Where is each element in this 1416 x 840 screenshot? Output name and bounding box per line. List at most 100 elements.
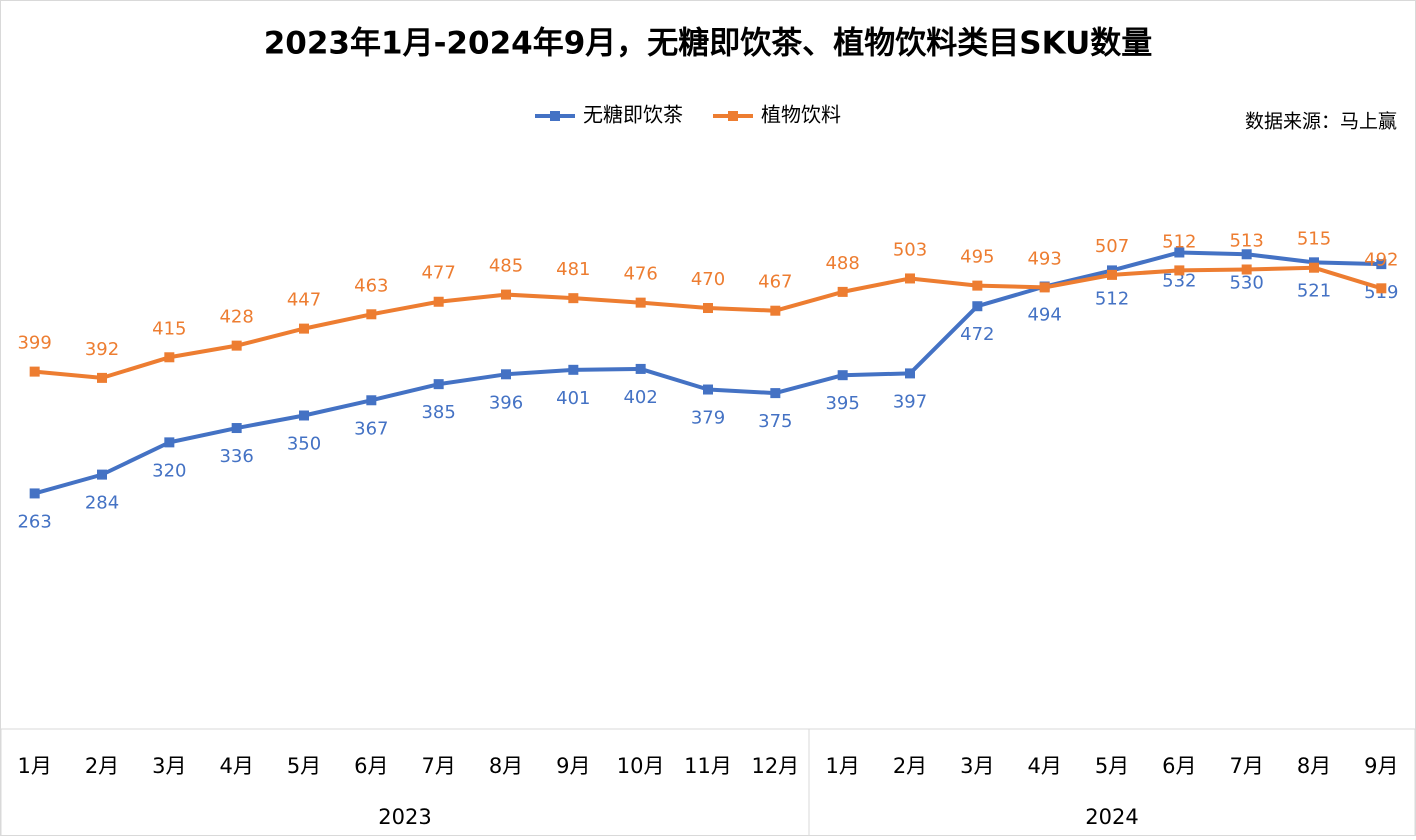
- marker: [972, 301, 983, 312]
- marker: [905, 368, 915, 379]
- marker: [501, 369, 511, 380]
- marker: [433, 296, 444, 307]
- marker: [568, 293, 579, 304]
- data-label: 472: [960, 324, 994, 345]
- marker: [905, 273, 915, 284]
- marker: [1241, 264, 1252, 275]
- marker: [1174, 265, 1185, 276]
- data-label: 401: [556, 388, 590, 409]
- marker: [635, 297, 646, 308]
- marker: [299, 323, 309, 334]
- data-label: 396: [489, 392, 523, 413]
- data-label: 397: [893, 391, 927, 412]
- legend-marker: [550, 111, 560, 121]
- data-label: 385: [421, 402, 455, 423]
- data-label: 493: [1027, 248, 1061, 269]
- data-label: 379: [691, 408, 725, 429]
- x-tick-label: 12月: [751, 754, 799, 778]
- data-label: 402: [623, 387, 657, 408]
- x-tick-label: 10月: [617, 754, 665, 778]
- data-label: 492: [1364, 249, 1398, 270]
- legend-label: 无糖即饮茶: [583, 103, 683, 127]
- marker: [770, 305, 781, 316]
- marker: [837, 370, 848, 381]
- marker: [366, 309, 377, 320]
- data-label: 488: [825, 253, 859, 274]
- x-tick-label: 7月: [421, 754, 455, 778]
- x-tick-label: 8月: [489, 754, 523, 778]
- x-tick-label: 11月: [684, 754, 732, 778]
- data-label: 477: [421, 263, 455, 284]
- data-label: 521: [1297, 280, 1331, 301]
- data-label: 263: [17, 511, 51, 532]
- data-label: 515: [1297, 229, 1331, 250]
- data-label: 367: [354, 418, 388, 439]
- data-label: 512: [1095, 288, 1129, 309]
- source-note: 数据来源：马上赢: [1245, 111, 1397, 133]
- marker: [568, 364, 579, 375]
- marker: [433, 379, 444, 390]
- legend-marker: [728, 111, 738, 121]
- x-tick-label: 4月: [1027, 754, 1061, 778]
- x-tick-label: 2月: [85, 754, 119, 778]
- legend: 无糖即饮茶 植物饮料: [535, 103, 841, 127]
- x-tick-label: 2月: [893, 754, 927, 778]
- data-label: 375: [758, 411, 792, 432]
- x-tick-label: 9月: [1364, 754, 1398, 778]
- marker: [1039, 282, 1050, 293]
- marker: [1309, 257, 1319, 268]
- data-label: 503: [893, 239, 927, 260]
- data-label: 513: [1229, 230, 1263, 251]
- data-label: 494: [1027, 305, 1061, 326]
- data-label: 507: [1095, 236, 1129, 257]
- x-tick-label: 9月: [556, 754, 590, 778]
- marker: [97, 469, 107, 480]
- data-label: 336: [219, 446, 253, 467]
- x-tick-label: 1月: [17, 754, 51, 778]
- x-tick-label: 5月: [1095, 754, 1129, 778]
- marker: [97, 372, 107, 383]
- x-tick-label: 3月: [152, 754, 186, 778]
- marker: [231, 340, 242, 351]
- marker: [972, 280, 983, 291]
- x-tick-label: 8月: [1297, 754, 1331, 778]
- x-tick-label: 5月: [287, 754, 321, 778]
- x-tick-label: 7月: [1229, 754, 1263, 778]
- marker: [29, 366, 40, 377]
- marker: [164, 352, 175, 363]
- marker: [1107, 269, 1117, 280]
- group-label: 2024: [1085, 805, 1138, 829]
- data-label: 320: [152, 460, 186, 481]
- data-label: 428: [219, 307, 253, 328]
- marker: [366, 395, 377, 406]
- data-label: 532: [1162, 270, 1196, 291]
- data-label: 284: [85, 493, 119, 514]
- data-label: 463: [354, 275, 388, 296]
- x-tick-label: 3月: [960, 754, 994, 778]
- group-label: 2023: [378, 805, 431, 829]
- x-tick-label: 6月: [354, 754, 388, 778]
- data-label: 481: [556, 259, 590, 280]
- marker: [299, 410, 309, 421]
- marker: [635, 363, 646, 374]
- marker: [770, 388, 781, 399]
- data-label: 530: [1229, 272, 1263, 293]
- marker: [164, 437, 175, 448]
- chart-title: 2023年1月-2024年9月，无糖即饮茶、植物饮料类目SKU数量: [264, 26, 1153, 62]
- data-label: 350: [287, 434, 321, 455]
- data-label: 470: [691, 269, 725, 290]
- data-label: 467: [758, 272, 792, 293]
- marker: [1309, 262, 1319, 273]
- data-label: 512: [1162, 231, 1196, 252]
- data-label: 476: [623, 264, 657, 285]
- data-label: 447: [287, 290, 321, 311]
- marker: [1174, 247, 1185, 258]
- data-label: 495: [960, 247, 994, 268]
- x-tick-label: 4月: [219, 754, 253, 778]
- data-label: 392: [85, 339, 119, 360]
- marker: [501, 289, 511, 300]
- marker: [837, 286, 848, 297]
- marker: [1376, 283, 1387, 294]
- marker: [1241, 249, 1252, 260]
